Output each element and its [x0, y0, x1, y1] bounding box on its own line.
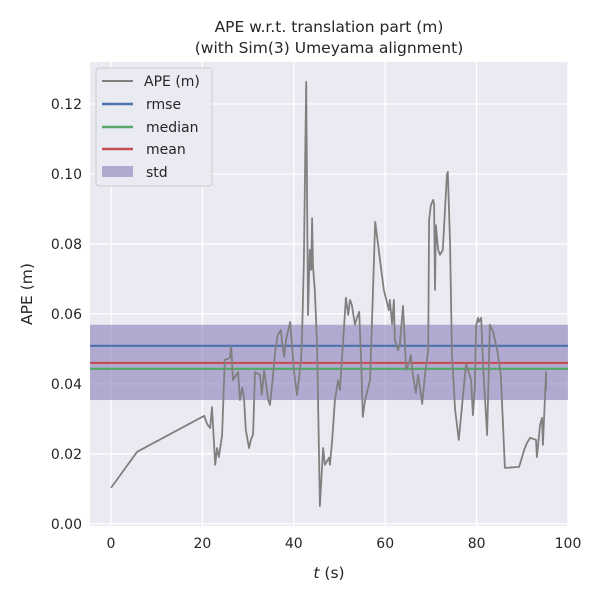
x-tick-label: 60	[376, 536, 394, 552]
chart-subtitle: (with Sim(3) Umeyama alignment)	[195, 39, 464, 57]
y-tick-label: 0.08	[51, 237, 82, 253]
legend-rmse-label: rmse	[146, 97, 181, 113]
y-tick-label: 0.10	[51, 167, 82, 183]
y-axis-label: APE (m)	[18, 263, 36, 325]
x-tick-label: 80	[468, 536, 486, 552]
tick-labels: 0 20 40 60 80 100 0.00 0.02 0.04 0.06 0.08 0.10 0.12	[51, 97, 582, 552]
x-tick-label: 20	[194, 536, 212, 552]
ape-series-line	[110, 81, 547, 508]
legend: APE (m) rmse median mean std	[95, 67, 213, 187]
legend-std-swatch	[102, 166, 133, 177]
legend-ape-label: APE (m)	[144, 74, 200, 90]
legend-std-label: std	[146, 165, 168, 181]
y-tick-label: 0.02	[51, 447, 82, 463]
y-tick-label: 0.06	[51, 307, 82, 323]
x-tick-label: 100	[555, 536, 582, 552]
y-tick-label: 0.04	[51, 377, 82, 393]
y-tick-label: 0.00	[51, 517, 82, 533]
x-tick-label: 0	[107, 536, 116, 552]
x-tick-label: 40	[285, 536, 303, 552]
legend-box	[95, 67, 213, 187]
x-axis-label: t (s)	[313, 564, 344, 582]
legend-mean-label: mean	[146, 142, 186, 158]
y-tick-label: 0.12	[51, 97, 82, 113]
legend-median-label: median	[146, 120, 198, 136]
x-axis-label-var: t	[313, 564, 320, 582]
chart-title: APE w.r.t. translation part (m)	[215, 18, 444, 36]
x-axis-label-unit: (s)	[319, 564, 344, 582]
